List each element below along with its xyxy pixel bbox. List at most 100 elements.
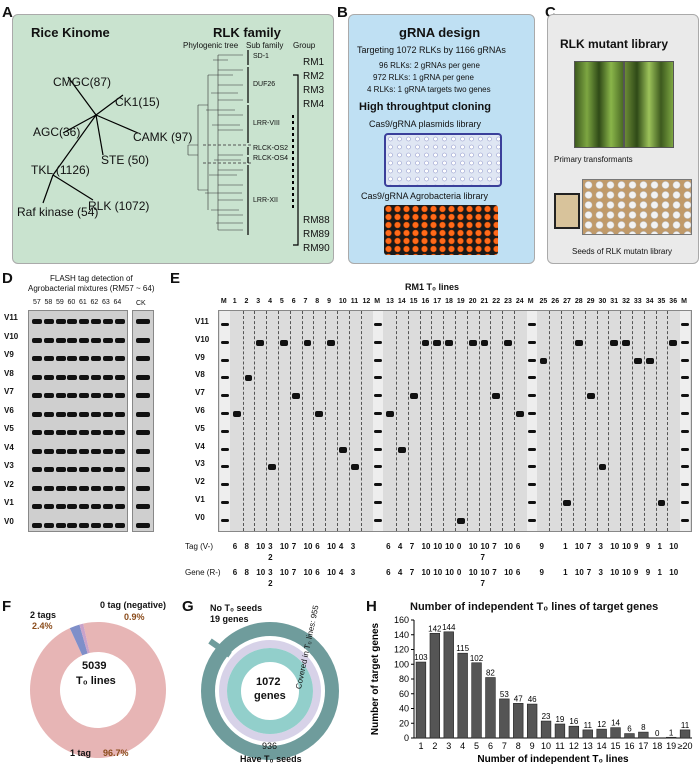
gel-d-band [114,356,125,361]
gel-e-marker-band [221,394,229,398]
bar-7 [499,698,510,739]
x-tick-label: 16 [624,741,634,751]
kinome-label-tkl: TKL (1126) [31,163,90,177]
subfamily-rlck-os2: RLCK-OS2 [253,145,289,152]
gel-e-marker-band [221,412,229,415]
gel-d-band [67,319,78,324]
gel-e-band [492,393,501,400]
gel-e-marker-lane [373,311,384,531]
gel-e-lane-10: 10 [338,298,347,305]
gel-d-band [91,374,101,380]
gel-e-marker-band [221,376,229,380]
gel-e-band [291,393,300,400]
gel-e-marker-lane [526,311,537,531]
gel-d-band [67,448,78,454]
gel-e-lane-35: 35 [657,298,666,305]
grna-line4: 4 RLKs: 1 gRNA targets two genes [367,85,491,94]
gel-d-band [114,430,125,435]
bar-1 [415,661,427,739]
gel-d-band [32,448,42,454]
gel-e-marker-band [527,465,536,469]
tag-value: 10 [279,542,289,551]
y-tick-label: 20 [399,718,409,728]
panel-c: RLK mutant library Primary transformants… [547,14,699,264]
tag-value: 3 [268,542,273,551]
gel-e-lane-16: 16 [421,298,430,305]
gel-e-lane-divider [396,311,397,531]
gel-e-band [634,357,642,364]
gel-e-band [421,339,430,346]
gel-d-band [67,467,78,472]
header-group: Group [293,41,316,50]
gel-e-band [339,446,347,453]
x-tick-label: 12 [569,741,579,751]
gel-e-lane-divider [466,311,468,531]
gel-e-lane-11: 11 [350,298,359,305]
gel-d-band [91,337,101,343]
kinome-tree [42,50,299,246]
gel-d-band [102,522,113,528]
gel-e-lane-21: 21 [480,298,489,305]
gel-e-row-V9: V9 [195,352,205,362]
gel-d-band [43,504,54,509]
gel-e-band [386,411,394,417]
gel-d-band [114,393,125,398]
gel-e-lane-26: 26 [551,298,560,305]
gel-d-band [91,393,101,398]
gel-e-marker-band [681,465,689,469]
gel-e-band [575,339,583,346]
panel-g-donut [201,622,339,760]
tag-value: 8 [244,542,249,551]
gel-e-band [598,464,607,471]
bar-value-label: 1 [669,728,674,737]
gel-e-band [315,411,324,417]
agro-label: Cas9/gRNA Agrobacteria library [361,191,489,201]
transformant-photo-1 [574,61,624,148]
gel-e-lane-divider [667,311,669,531]
x-tick-label: 17 [638,741,648,751]
gel-e-lane-marker: M [374,298,381,305]
gel-d-band [67,430,78,435]
gel-e-lane-divider [643,311,645,531]
gel-d-band [79,485,90,491]
kinome-label-camk: CAMK (97) [133,130,193,144]
gene-value: 10 [669,568,679,577]
rice-kinome-title: Rice Kinome [31,25,110,40]
donut-g-center-2: genes [254,690,286,702]
bar-value-label: 46 [528,695,537,704]
gel-e-marker-band [221,323,229,326]
gel-d-band [102,430,113,435]
gene-value: 3 [598,568,603,577]
x-tick-label: 1 [418,741,423,751]
gel-d-band [43,448,54,454]
gel-e-marker-band [374,483,383,487]
tag-value: 10 [256,542,266,551]
subfamily-lrr-xii: LRR-XII [253,197,278,204]
gel-d-band [79,393,90,398]
slice-label-2tags: 2 tags [30,610,57,620]
gel-d-band [67,393,78,398]
gel-d-band [91,319,101,324]
lane-label-58: 58 [44,299,53,306]
gel-e-marker-band [527,340,536,344]
gel-e-lane-divider [407,311,409,531]
gel-e-marker-band [527,412,536,415]
y-tick-label: 80 [399,674,409,684]
grna-line2: 96 RLKs: 2 gRNAs per gene [379,61,480,70]
gel-e-lane-29: 29 [586,298,595,305]
gel-e-lane-marker: M [220,298,227,305]
gel-d-band [79,319,90,324]
gel-d-band [55,522,66,528]
gel-e-marker-band [374,394,383,398]
bar-9 [526,703,538,739]
gel-d-band [55,448,66,454]
gel-d-band [32,430,42,435]
gel-d-band [55,337,66,343]
panel-label-b: B [337,4,348,21]
gel-e-band [563,500,571,506]
tag-value: 6 [232,542,238,551]
gene-value: 7 [586,568,592,577]
kinome-label-raf: Raf kinase (54) [17,205,99,219]
sub-value: 7 [480,579,485,588]
gel-d-band [32,485,42,491]
